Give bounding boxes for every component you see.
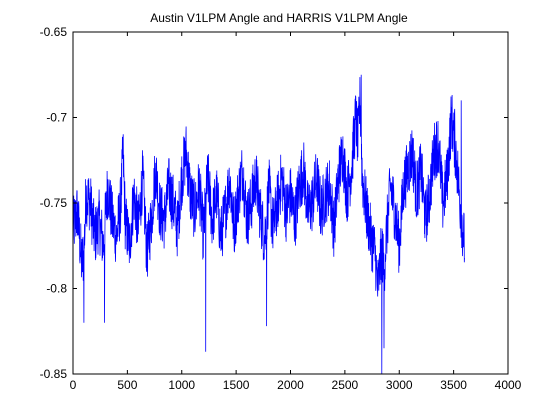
x-tick-label: 500 [117, 378, 137, 392]
plot-area [72, 74, 465, 375]
x-tick-label: 2500 [332, 378, 359, 392]
y-tick-label: -0.8 [46, 282, 67, 296]
x-tick-label: 3000 [386, 378, 413, 392]
x-tick-label: 1000 [168, 378, 195, 392]
series-line [72, 74, 465, 375]
y-tick-label: -0.65 [40, 25, 68, 39]
tick-labels: 0 500 1000 1500 2000 2500 3000 3500 4000 -0.65 -0.… [40, 25, 522, 392]
x-tick-label: 0 [70, 378, 77, 392]
y-tick-label: -0.75 [40, 196, 68, 210]
axes [72, 31, 509, 375]
y-tick-label: -0.85 [40, 367, 68, 381]
x-tick-label: 2000 [277, 378, 304, 392]
x-tick-label: 4000 [495, 378, 522, 392]
y-tick-label: -0.7 [46, 111, 67, 125]
chart-title: Austin V1LPM Angle and HARRIS V1LPM Angl… [150, 11, 408, 25]
x-tick-label: 3500 [440, 378, 467, 392]
x-tick-label: 1500 [223, 378, 250, 392]
